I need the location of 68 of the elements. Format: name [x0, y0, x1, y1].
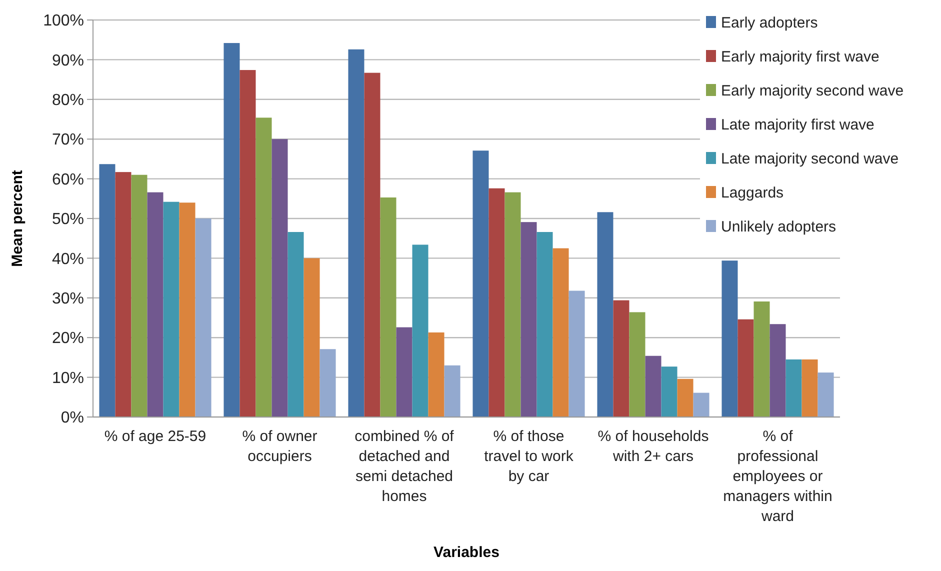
bar: [364, 72, 380, 417]
legend-label: Unlikely adopters: [721, 218, 836, 236]
bar: [179, 202, 196, 417]
bar: [520, 222, 537, 417]
bar: [288, 232, 304, 417]
bar: [693, 392, 710, 417]
bar: [240, 70, 256, 417]
bar: [597, 212, 614, 417]
bar: [536, 232, 553, 417]
y-tick-label: 90%: [52, 52, 84, 70]
legend-label: Early adopters: [721, 14, 818, 32]
bar: [738, 319, 754, 417]
y-tick-label: 50%: [52, 211, 84, 228]
y-tick-label: 40%: [52, 250, 84, 268]
bar: [348, 49, 364, 417]
bar: [304, 258, 320, 417]
bar: [661, 366, 678, 417]
legend-label: Early majority second wave: [721, 82, 904, 100]
bar: [272, 139, 288, 417]
bar: [770, 324, 786, 417]
bar: [195, 218, 212, 417]
x-tick-label: % of age 25-59: [104, 428, 206, 445]
y-tick-label: 80%: [52, 92, 84, 109]
bar: [444, 365, 460, 417]
bar: [472, 150, 489, 417]
bar: [396, 327, 412, 417]
bar: [613, 300, 630, 417]
y-tick-label: 60%: [52, 171, 84, 188]
y-axis-title: Mean percent: [9, 170, 26, 267]
bar: [645, 356, 662, 417]
x-tick-label: % of owner occupiers: [242, 428, 318, 465]
y-tick-label: 100%: [43, 12, 84, 30]
bar: [552, 248, 569, 417]
bar: [629, 312, 646, 417]
legend-label: Laggards: [721, 184, 784, 202]
bar: [163, 202, 180, 417]
bar: [428, 332, 444, 417]
bar: [504, 192, 521, 417]
bar: [818, 372, 834, 417]
x-tick-label: combined % of detached and semi detached homes: [354, 428, 455, 505]
bar: [412, 244, 428, 417]
bar: [224, 43, 240, 417]
bar: [722, 260, 738, 417]
y-tick-label: 20%: [52, 330, 84, 348]
x-tick-label: % of households with 2+ cars: [598, 428, 709, 465]
bar: [131, 174, 148, 417]
bar: [802, 359, 818, 417]
legend-label: Early majority first wave: [721, 48, 880, 66]
legend-label: Late majority second wave: [721, 150, 899, 168]
y-tick-label: 0%: [60, 410, 84, 427]
x-axis-title: Variables: [434, 544, 500, 561]
bar: [320, 349, 336, 417]
bar: [147, 192, 164, 417]
y-tick-label: 30%: [52, 290, 84, 308]
bar: [256, 118, 272, 417]
x-tick-label: % of professional employees or managers within ward: [723, 428, 832, 525]
bar: [99, 164, 116, 417]
legend-label: Late majority first wave: [721, 116, 874, 134]
bar: [754, 301, 770, 417]
bar: [488, 188, 505, 417]
bar: [677, 378, 694, 417]
bar: [115, 172, 132, 417]
bar: [786, 359, 802, 417]
bar: [568, 290, 585, 417]
y-tick-label: 70%: [52, 132, 84, 149]
y-tick-label: 10%: [52, 370, 84, 387]
bar: [380, 197, 396, 417]
x-tick-label: % of those travel to work by car: [484, 428, 574, 485]
